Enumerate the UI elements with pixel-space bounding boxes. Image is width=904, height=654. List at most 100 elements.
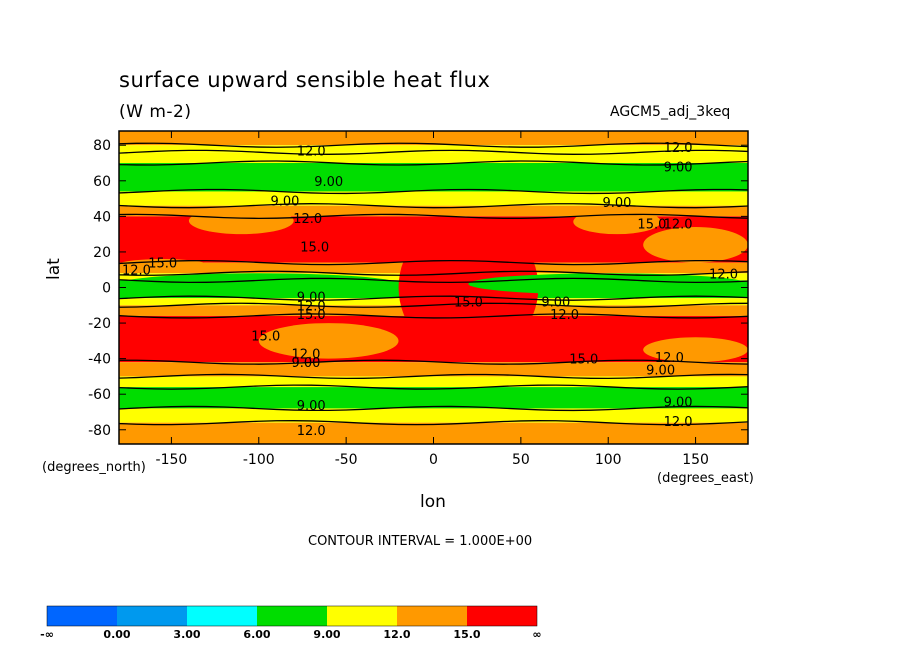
- units-label: (W m-2): [119, 102, 192, 122]
- y-tick-label: -80: [88, 423, 111, 439]
- level-region: [119, 273, 399, 295]
- contour-label: 12.0: [664, 141, 693, 156]
- level-band: [119, 362, 748, 377]
- x-tick-label: -100: [243, 452, 275, 468]
- contour-label: 9.00: [664, 395, 693, 410]
- contour-line: [119, 373, 748, 380]
- level-band: [119, 422, 748, 444]
- colorbar-label: 0.00: [103, 628, 130, 641]
- contour-line: [119, 277, 748, 284]
- contour-line: [119, 302, 748, 308]
- contour-label: 12.0: [293, 212, 322, 227]
- contour-label: 9.00: [291, 356, 320, 371]
- colorbar-swatch: [47, 606, 117, 626]
- contour-label: 15.0: [454, 296, 483, 311]
- contour-label: 9.00: [271, 194, 300, 209]
- colorbar-label: 3.00: [173, 628, 200, 641]
- level-region: [643, 227, 748, 263]
- contour-label: 9.00: [314, 175, 343, 190]
- contour-label: 9.00: [664, 161, 693, 176]
- level-band: [119, 145, 748, 153]
- x-tick-label: 50: [512, 452, 530, 468]
- colorbar-label: -∞: [40, 628, 54, 641]
- y-tick-label: -60: [88, 387, 111, 403]
- x-unit-label: (degrees_east): [657, 471, 754, 486]
- contour-line: [119, 203, 748, 209]
- contour-line: [119, 359, 748, 365]
- contour-label: 9.00: [297, 399, 326, 414]
- level-band: [119, 205, 748, 217]
- contour-label: 15.0: [251, 330, 280, 345]
- contour-label: 15.0: [148, 257, 177, 272]
- contour-label: 12.0: [664, 217, 693, 232]
- x-tick-label: 150: [682, 452, 709, 468]
- colorbar-swatch: [467, 606, 537, 626]
- y-tick-label: 40: [93, 209, 111, 225]
- contour-line: [119, 384, 748, 390]
- contour-line: [119, 149, 748, 155]
- colorbar-swatch: [117, 606, 187, 626]
- contour-label: 12.0: [122, 264, 151, 279]
- contour-label: 12.0: [709, 267, 738, 282]
- x-tick-label: 100: [595, 452, 622, 468]
- level-band: [119, 387, 748, 409]
- contour-label: 15.0: [637, 217, 666, 232]
- level-band: [119, 131, 748, 146]
- y-tick-label: -20: [88, 316, 111, 332]
- level-region: [188, 207, 294, 235]
- colorbar-label: 6.00: [243, 628, 270, 641]
- contour-line: [119, 270, 748, 276]
- contour-label: 15.0: [300, 241, 329, 256]
- contour-label: 12.0: [297, 145, 326, 160]
- colorbar-swatch: [257, 606, 327, 626]
- colorbar-label: 15.0: [453, 628, 480, 641]
- contour-label: 12.0: [664, 415, 693, 430]
- contour-label: 9.00: [297, 290, 326, 305]
- colorbar-swatch: [327, 606, 397, 626]
- contour-interval-text: CONTOUR INTERVAL = 1.000E+00: [308, 534, 533, 549]
- y-tick-label: 80: [93, 138, 111, 154]
- level-band: [119, 376, 748, 388]
- contour-label: 9.00: [646, 363, 675, 378]
- contour-line: [119, 160, 748, 166]
- contour-line: [119, 142, 748, 148]
- level-region: [258, 323, 399, 359]
- contour-label: 9.00: [541, 296, 570, 311]
- contour-label: 9.00: [602, 196, 631, 211]
- contour-label: 12.0: [550, 308, 579, 323]
- contour-label: 12.0: [655, 351, 684, 366]
- contour-label: 15.0: [297, 308, 326, 323]
- level-region: [398, 216, 539, 359]
- contour-line: [119, 295, 748, 301]
- colorbar-frame: [46, 605, 538, 627]
- plot-area: 12.09.009.0012.015.012.015.09.0012.015.0…: [119, 131, 748, 444]
- chart-title: surface upward sensible heat flux: [119, 68, 491, 92]
- contour-label: 12.0: [297, 424, 326, 439]
- y-axis-label: lat: [44, 258, 64, 280]
- colorbar-label: ∞: [532, 628, 541, 641]
- y-unit-label: (degrees_north): [42, 460, 146, 475]
- contour-label: 12.0: [291, 347, 320, 362]
- colorbar-swatch: [397, 606, 467, 626]
- level-region: [119, 259, 207, 270]
- contour-line: [119, 420, 748, 426]
- contour-line: [119, 188, 748, 195]
- contour-label: 12.0: [297, 299, 326, 314]
- level-band: [119, 163, 748, 192]
- contour-line: [119, 313, 748, 319]
- level-band: [119, 408, 748, 423]
- colorbar-swatch: [187, 606, 257, 626]
- y-tick-label: 20: [93, 245, 111, 261]
- contour-line: [119, 259, 748, 266]
- x-tick-label: -50: [335, 452, 358, 468]
- x-tick-label: -150: [156, 452, 188, 468]
- contour-label: 15.0: [569, 353, 598, 368]
- y-tick-label: 0: [102, 281, 111, 297]
- contour-line: [119, 213, 748, 220]
- y-tick-label: -40: [88, 352, 111, 368]
- run-label: AGCM5_adj_3keq: [610, 104, 731, 120]
- level-band: [119, 191, 748, 206]
- colorbar-label: 12.0: [383, 628, 410, 641]
- level-band: [119, 152, 748, 164]
